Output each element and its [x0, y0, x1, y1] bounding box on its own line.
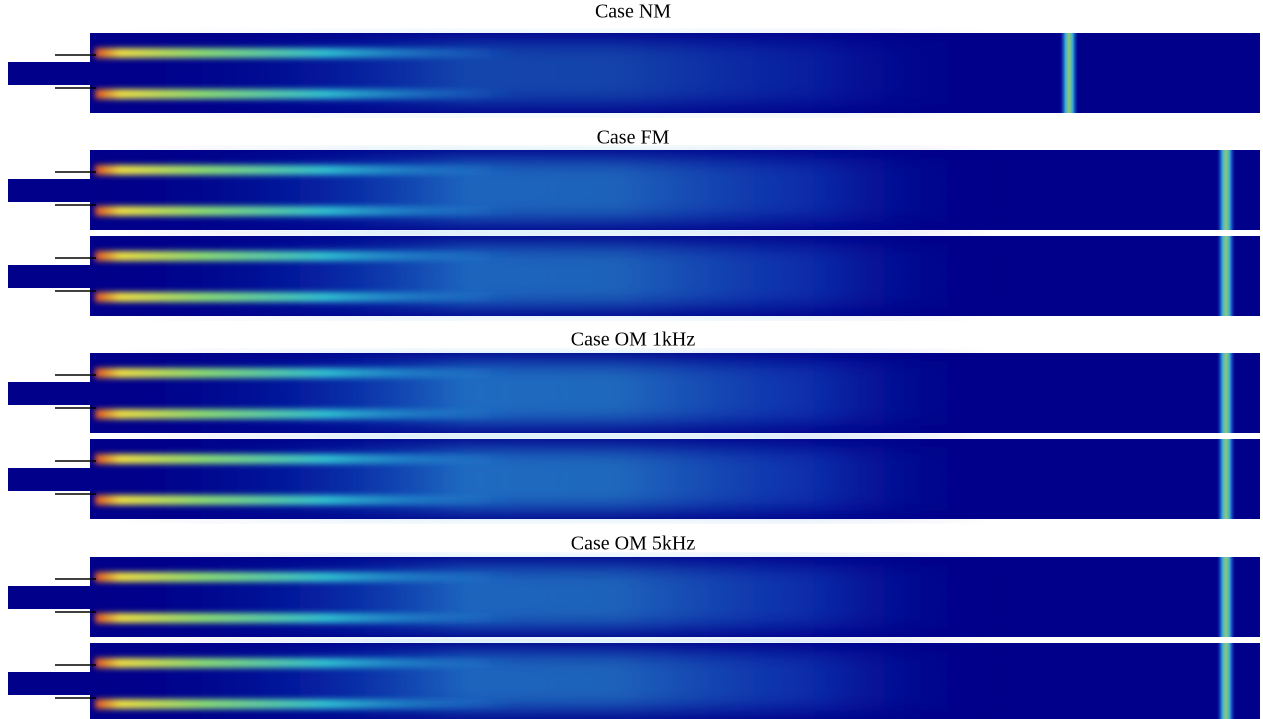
inlet	[8, 672, 92, 695]
inlet	[8, 468, 92, 491]
jet	[95, 251, 515, 261]
caption: Case FM	[597, 127, 670, 149]
field-panel	[8, 236, 1260, 316]
jet	[95, 409, 515, 419]
field-panel	[8, 557, 1260, 637]
field-panel	[8, 150, 1260, 230]
flame-front	[1217, 439, 1235, 519]
inlet	[8, 265, 92, 288]
jet	[95, 292, 515, 302]
caption: Case NM	[595, 1, 671, 23]
jet	[95, 368, 515, 378]
caption: Case OM 5kHz	[571, 533, 696, 555]
jet	[95, 572, 515, 582]
jet	[95, 89, 515, 99]
field-panel	[8, 643, 1260, 719]
panels	[8, 33, 1260, 719]
jet	[95, 48, 515, 58]
inlet	[8, 62, 92, 85]
jet	[95, 699, 515, 709]
inlet	[8, 179, 92, 202]
jet	[95, 495, 515, 505]
jet	[95, 613, 515, 623]
flame-front	[1060, 33, 1078, 113]
field-panel	[8, 439, 1260, 519]
jet	[95, 206, 515, 216]
inlet	[8, 586, 92, 609]
jet	[95, 165, 515, 175]
flame-front	[1217, 353, 1235, 433]
flame-front	[1217, 643, 1235, 719]
flame-front	[1217, 557, 1235, 637]
field-panel	[8, 33, 1260, 113]
field-panel	[8, 353, 1260, 433]
jet	[95, 658, 515, 668]
flame-front	[1217, 150, 1235, 230]
caption: Case OM 1kHz	[571, 329, 696, 351]
jet	[95, 454, 515, 464]
flame-front	[1217, 236, 1235, 316]
inlet	[8, 382, 92, 405]
